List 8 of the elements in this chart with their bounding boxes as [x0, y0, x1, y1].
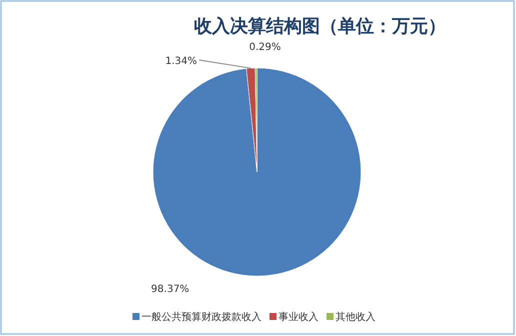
pie-slice: [152, 68, 362, 276]
legend-label: 其他收入: [336, 311, 376, 323]
data-label: 0.29%: [249, 42, 281, 53]
legend-label: 一般公共预算财政拨款收入: [142, 311, 262, 323]
data-label: 1.34%: [165, 56, 197, 67]
chart-title: 收入决算结构图（单位：万元）: [194, 16, 446, 37]
legend-label: 事业收入: [278, 311, 318, 323]
data-label: 98.37%: [151, 284, 190, 296]
